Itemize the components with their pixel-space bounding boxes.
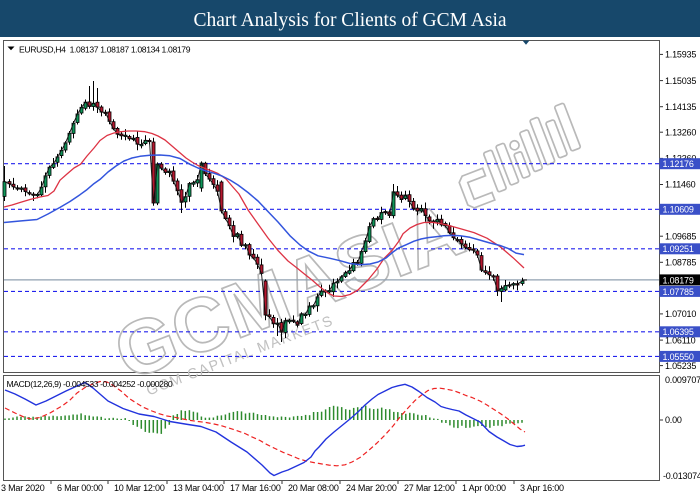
svg-text:24 Mar 20:00: 24 Mar 20:00	[346, 483, 397, 493]
svg-text:1.14135: 1.14135	[665, 102, 696, 112]
svg-text:1.05235: 1.05235	[665, 361, 696, 371]
svg-text:13 Mar 04:00: 13 Mar 04:00	[173, 483, 224, 493]
svg-text:1.15935: 1.15935	[665, 50, 696, 60]
svg-text:1.12176: 1.12176	[663, 159, 694, 169]
svg-text:0.009707: 0.009707	[665, 375, 700, 385]
svg-text:1.05550: 1.05550	[663, 352, 694, 362]
svg-text:1.06395: 1.06395	[663, 327, 694, 337]
svg-text:1.06110: 1.06110	[665, 335, 696, 345]
svg-text:-0.013074: -0.013074	[663, 471, 700, 481]
svg-text:1.08179: 1.08179	[663, 275, 694, 285]
svg-text:1.13260: 1.13260	[665, 127, 696, 137]
svg-text:20 Mar 08:00: 20 Mar 08:00	[288, 483, 339, 493]
svg-text:3 Mar 2020: 3 Mar 2020	[1, 483, 45, 493]
svg-text:10 Mar 12:00: 10 Mar 12:00	[114, 483, 165, 493]
svg-text:1.10609: 1.10609	[663, 205, 694, 215]
svg-text:1.08785: 1.08785	[665, 258, 696, 268]
svg-text:1.09685: 1.09685	[665, 231, 696, 241]
svg-text:1.07785: 1.07785	[663, 287, 694, 297]
svg-text:17 Mar 16:00: 17 Mar 16:00	[230, 483, 281, 493]
svg-text:1 Apr 00:00: 1 Apr 00:00	[462, 483, 506, 493]
svg-text:Chart Analysis for Clients of: Chart Analysis for Clients of GCM Asia	[193, 10, 506, 31]
svg-text:MACD(12,26,9) -0.004533 -0.004: MACD(12,26,9) -0.004533 -0.004252 -0.000…	[7, 379, 173, 389]
svg-text:27 Mar 12:00: 27 Mar 12:00	[404, 483, 455, 493]
svg-text:EURUSD,H4 1.08137 1.08187 1.0: EURUSD,H4 1.08137 1.08187 1.08134 1.0817…	[19, 45, 191, 55]
svg-text:1.09251: 1.09251	[663, 244, 694, 254]
svg-text:1.07010: 1.07010	[665, 309, 696, 319]
svg-text:6 Mar 00:00: 6 Mar 00:00	[57, 483, 103, 493]
svg-text:1.11460: 1.11460	[665, 180, 696, 190]
svg-text:0.00: 0.00	[665, 415, 682, 425]
svg-text:1.15035: 1.15035	[665, 76, 696, 86]
svg-text:3 Apr 16:00: 3 Apr 16:00	[520, 483, 564, 493]
